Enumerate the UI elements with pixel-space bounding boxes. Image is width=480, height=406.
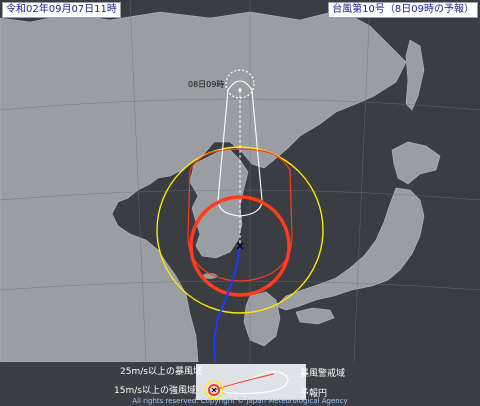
land-sakhalin	[405, 39, 425, 111]
storm-warning-area	[187, 148, 293, 282]
land-kyushu	[243, 291, 281, 347]
typhoon-center-icon	[236, 242, 244, 250]
legend-storm-wind: 25m/s以上の暴風域	[120, 367, 202, 377]
forecast-time-label: 08日09時	[188, 80, 225, 89]
forecast-title: 台風第10号（8日09時の予報）	[328, 2, 478, 18]
forecast-center-point	[238, 88, 242, 92]
legend-diagram	[196, 364, 306, 400]
typhoon-track	[212, 245, 241, 363]
legend-forecast-circle: 予報円	[300, 389, 328, 399]
forecast-cone	[217, 80, 263, 217]
land-hokkaido	[391, 141, 441, 185]
issued-time: 令和02年09月07日11時	[2, 2, 121, 18]
legend-warning-area: 暴風警戒域	[300, 369, 346, 379]
lat-lon-grid	[0, 0, 480, 363]
land-jeju	[203, 273, 217, 279]
land-honshu	[275, 187, 425, 311]
land-shikoku	[295, 307, 335, 325]
legend-strong-wind: 15m/s以上の強風域	[114, 386, 196, 396]
legend-panel: 25m/s以上の暴風域 15m/s以上の強風域 暴風警戒域 予報円	[0, 362, 480, 406]
copyright-credit: All rights reserved. Copyright © Japan M…	[132, 397, 348, 405]
storm-area-circle	[189, 195, 291, 297]
